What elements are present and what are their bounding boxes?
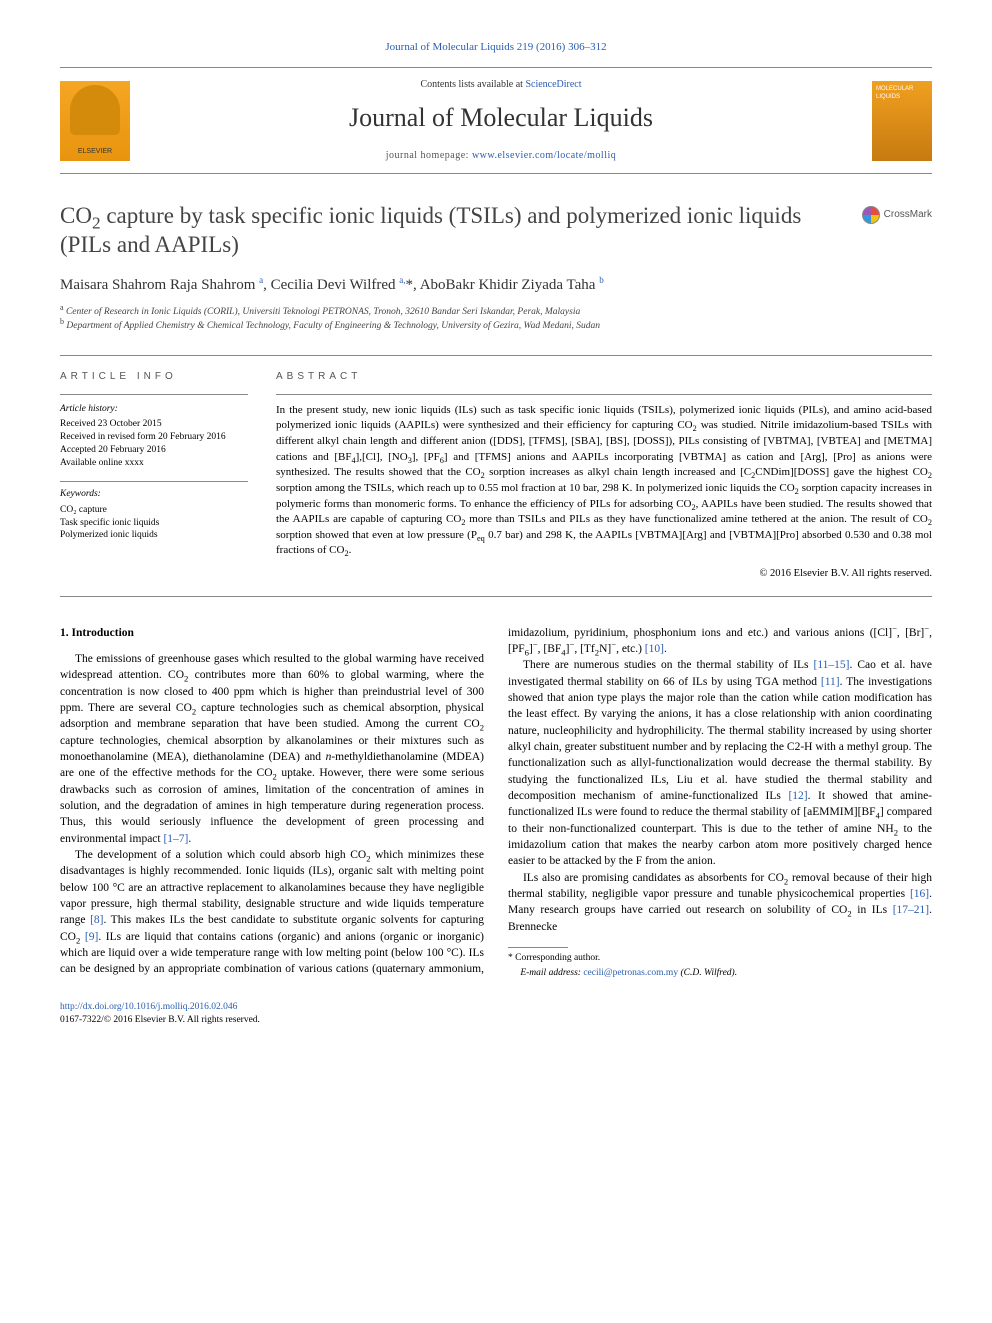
homepage-line: journal homepage: www.elsevier.com/locat… xyxy=(150,149,852,163)
header-center: Contents lists available at ScienceDirec… xyxy=(130,78,872,162)
cover-text: MOLECULAR LIQUIDS xyxy=(876,85,928,102)
elsevier-logo[interactable]: ELSEVIER xyxy=(60,81,130,161)
abstract-text: In the present study, new ionic liquids … xyxy=(276,403,932,559)
article-title: CO2 capture by task specific ionic liqui… xyxy=(60,202,932,260)
journal-name: Journal of Molecular Liquids xyxy=(150,100,852,136)
corresponding-email: E-mail address: cecili@petronas.com.my (… xyxy=(508,967,932,980)
publisher-name: ELSEVIER xyxy=(78,147,112,157)
accepted-date: Accepted 20 February 2016 xyxy=(60,444,248,457)
doi-footer: http://dx.doi.org/10.1016/j.molliq.2016.… xyxy=(60,1001,932,1028)
intro-p3: There are numerous studies on the therma… xyxy=(508,657,932,869)
keywords-block: Keywords: CO₂ capture Task specific ioni… xyxy=(60,481,248,542)
history-label: Article history: xyxy=(60,403,248,416)
article-info: article info Article history: Received 2… xyxy=(60,356,260,596)
corresponding-author: * Corresponding author. xyxy=(508,952,932,965)
email-label: E-mail address: xyxy=(520,968,581,978)
body-two-column: 1. Introduction The emissions of greenho… xyxy=(60,625,932,981)
contents-prefix: Contents lists available at xyxy=(420,79,525,90)
journal-citation-top[interactable]: Journal of Molecular Liquids 219 (2016) … xyxy=(60,40,932,55)
affiliation-b: b Department of Applied Chemistry & Chem… xyxy=(60,320,932,333)
title-block: CO2 capture by task specific ionic liqui… xyxy=(60,202,932,260)
authors: Maisara Shahrom Raja Shahrom a, Cecilia … xyxy=(60,275,932,296)
affiliation-a: a Center of Research in Ionic Liquids (C… xyxy=(60,306,932,319)
journal-cover-thumb[interactable]: MOLECULAR LIQUIDS xyxy=(872,81,932,161)
abstract-copyright: © 2016 Elsevier B.V. All rights reserved… xyxy=(276,567,932,582)
article-info-heading: article info xyxy=(60,370,248,384)
crossmark-icon xyxy=(862,206,880,224)
abstract-column: abstract In the present study, new ionic… xyxy=(260,356,932,596)
keyword-1: CO₂ capture xyxy=(60,504,248,517)
issn-line: 0167-7322/© 2016 Elsevier B.V. All right… xyxy=(60,1014,932,1027)
abstract-heading: abstract xyxy=(276,370,932,384)
journal-header: ELSEVIER Contents lists available at Sci… xyxy=(60,67,932,173)
keyword-3: Polymerized ionic liquids xyxy=(60,529,248,542)
homepage-link[interactable]: www.elsevier.com/locate/molliq xyxy=(472,150,616,161)
email-link[interactable]: cecili@petronas.com.my xyxy=(583,968,678,978)
received-date: Received 23 October 2015 xyxy=(60,418,248,431)
revised-date: Received in revised form 20 February 201… xyxy=(60,431,248,444)
crossmark-label: CrossMark xyxy=(884,208,932,222)
keywords-label: Keywords: xyxy=(60,488,248,501)
homepage-prefix: journal homepage: xyxy=(386,150,472,161)
email-suffix: (C.D. Wilfred). xyxy=(680,968,737,978)
intro-p4: ILs also are promising candidates as abs… xyxy=(508,870,932,935)
contents-line: Contents lists available at ScienceDirec… xyxy=(150,78,852,92)
keyword-2: Task specific ionic liquids xyxy=(60,517,248,530)
doi-link[interactable]: http://dx.doi.org/10.1016/j.molliq.2016.… xyxy=(60,1002,237,1012)
intro-p1: The emissions of greenhouse gases which … xyxy=(60,651,484,847)
info-abstract-row: article info Article history: Received 2… xyxy=(60,355,932,597)
affiliations: a Center of Research in Ionic Liquids (C… xyxy=(60,306,932,333)
elsevier-tree-icon xyxy=(70,85,120,135)
footnote-rule xyxy=(508,947,568,948)
crossmark-badge[interactable]: CrossMark xyxy=(862,206,932,224)
online-date: Available online xxxx xyxy=(60,457,248,470)
section-1-heading: 1. Introduction xyxy=(60,625,484,641)
sciencedirect-link[interactable]: ScienceDirect xyxy=(525,79,581,90)
